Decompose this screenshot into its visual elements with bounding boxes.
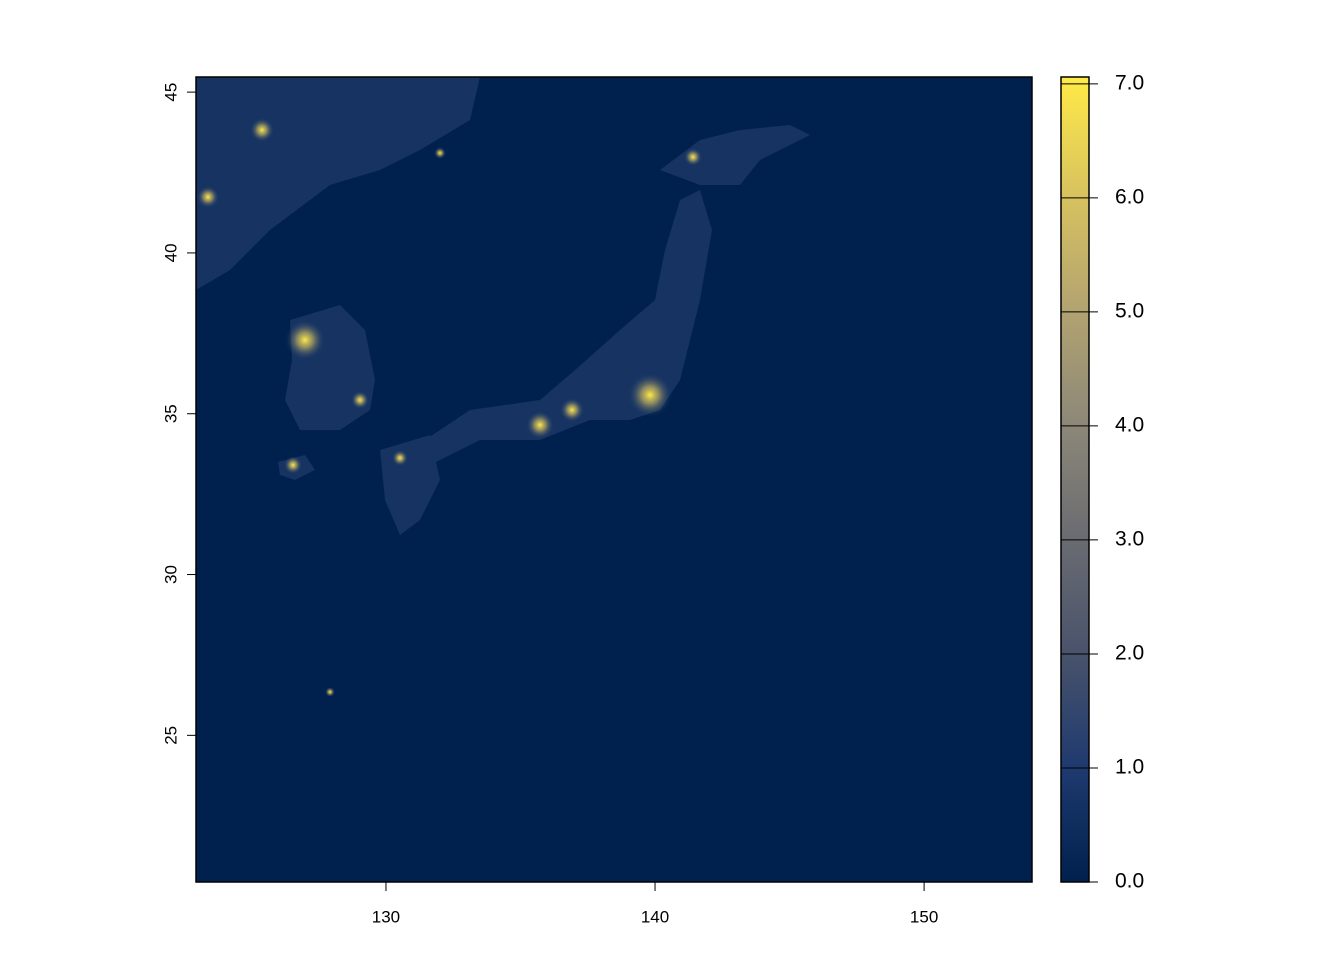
colorbar [1060,76,1090,883]
y-tick-label: 35 [161,404,180,423]
x-tick-label: 140 [641,907,669,926]
x-tick-label: 130 [372,907,400,926]
colorbar-tick-label: 3.0 [1115,527,1144,550]
colorbar-tick-label: 7.0 [1115,71,1144,94]
plot-frame [195,76,1033,883]
raster [196,77,1032,882]
y-tick-label: 40 [161,243,180,262]
colorbar-tick-label: 4.0 [1115,413,1144,436]
raster-background [196,77,1032,882]
y-tick-label: 30 [161,565,180,584]
colorbar-tick-label: 1.0 [1115,756,1144,779]
y-tick-label: 45 [161,83,180,102]
y-tick-label: 25 [161,726,180,745]
city-glows [197,118,702,697]
x-tick-label: 150 [910,907,938,926]
colorbar-tick-label: 5.0 [1115,299,1144,322]
colorbar-tick-label: 6.0 [1115,185,1144,208]
colorbar-tick-label: 2.0 [1115,642,1144,665]
colorbar-tick-label: 0.0 [1115,870,1144,893]
